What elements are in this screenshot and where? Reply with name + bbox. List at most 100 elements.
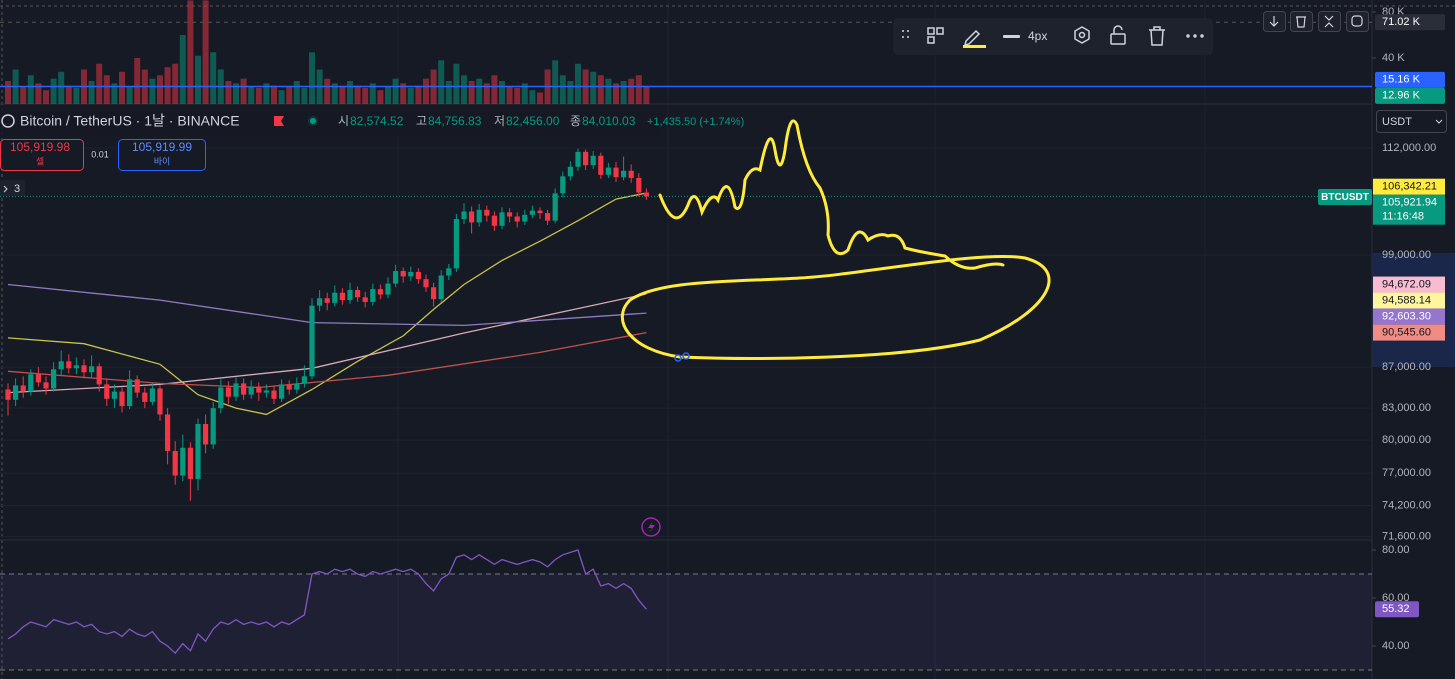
candle-body	[476, 209, 482, 223]
countdown: 11:16:48	[1382, 211, 1424, 223]
freehand-drawing[interactable]	[658, 119, 1005, 270]
change: +1,435.50 (+1.74%)	[647, 116, 744, 128]
volume-bar	[263, 83, 270, 104]
candle-body	[51, 369, 57, 389]
template-icon[interactable]	[927, 27, 935, 35]
volume-bar	[445, 80, 452, 104]
candle-body	[187, 447, 193, 479]
candle-body	[545, 213, 551, 221]
freehand-loop[interactable]	[620, 254, 1051, 360]
drawing-handle[interactable]	[682, 352, 690, 360]
candle-body	[111, 391, 117, 399]
ohlc-value: 82,574.52	[350, 114, 404, 128]
volume-bar	[20, 86, 27, 104]
remove-button[interactable]	[1290, 11, 1313, 32]
drawing-handle[interactable]	[674, 354, 682, 362]
y-tick-label: 80,000.00	[1382, 434, 1431, 446]
volume-bar	[643, 86, 650, 104]
volume-bar	[96, 63, 103, 104]
candle-body	[332, 292, 338, 303]
event-icon[interactable]	[641, 517, 661, 537]
candle-body	[438, 275, 444, 300]
volume-bar	[157, 75, 163, 104]
sell-price: 105,919.98	[10, 140, 70, 154]
more-dot[interactable]	[1186, 34, 1190, 38]
candle-body	[408, 271, 414, 277]
y-tick-label: 74,200.00	[1382, 499, 1431, 511]
settings-dot	[1078, 31, 1086, 39]
volume-bar	[377, 90, 384, 104]
width-label[interactable]: 4px	[1028, 29, 1047, 43]
candle-body	[355, 289, 361, 298]
volume-bar	[415, 85, 422, 104]
candle-body	[210, 408, 216, 445]
y-tick-label: 99,000.00	[1382, 249, 1431, 261]
collapse-button[interactable]	[1318, 11, 1341, 32]
volume-bar	[635, 75, 642, 104]
quantity[interactable]: 0.01	[91, 149, 109, 159]
candle-body	[20, 385, 26, 392]
drag-handle[interactable]	[902, 30, 909, 38]
candle-body	[294, 383, 300, 390]
candle-body	[142, 392, 148, 402]
trash-icon	[1296, 16, 1306, 28]
delete-icon[interactable]	[1149, 26, 1165, 46]
y-tick-label: 83,000.00	[1382, 402, 1431, 414]
candle-body	[104, 384, 110, 399]
candle-body	[28, 374, 34, 392]
indicators-toggle[interactable]	[0, 180, 25, 196]
candle-body	[180, 447, 186, 476]
ohlc-label: 종	[570, 114, 581, 128]
candle-body	[73, 365, 79, 369]
candle-body	[415, 271, 421, 280]
volume-bar	[385, 86, 391, 104]
volume-bar	[164, 67, 171, 104]
price-marker-label: 94,588.14	[1382, 294, 1431, 306]
candle-body	[370, 289, 376, 302]
ohlc-label: 저	[494, 114, 505, 128]
volume-bar	[65, 85, 72, 104]
candle-body	[613, 167, 619, 178]
candle-body	[134, 379, 140, 393]
volume-bar	[499, 80, 505, 104]
color-icon[interactable]	[963, 29, 981, 47]
price-marker	[1373, 178, 1445, 195]
color-swatch	[963, 45, 986, 48]
candle-body	[339, 292, 345, 301]
settings-icon[interactable]	[1074, 26, 1090, 44]
currency-select[interactable]	[1376, 110, 1447, 133]
header-bg	[0, 106, 660, 136]
candle-body	[286, 384, 292, 390]
volume-bar	[620, 80, 627, 104]
sell-button[interactable]	[0, 139, 84, 171]
volume-bar	[111, 83, 118, 104]
volume-bar	[293, 80, 300, 104]
buy-price: 105,919.99	[132, 140, 192, 154]
volume-bar	[35, 83, 42, 104]
candle-body	[324, 298, 330, 303]
volume-bar	[362, 87, 369, 104]
lock-icon[interactable]	[1110, 33, 1126, 45]
rsi-band	[0, 574, 1372, 671]
candle-body	[241, 383, 247, 395]
width-line[interactable]	[1003, 35, 1020, 38]
volume-bar	[506, 86, 513, 104]
volume-bar	[476, 78, 483, 104]
volume-bar	[628, 78, 635, 104]
indicators-count: 3	[14, 183, 20, 195]
volume-bar	[461, 75, 467, 104]
candle-body	[172, 451, 178, 476]
candle-body	[317, 298, 323, 306]
volume-marker-label: 15.16 K	[1382, 74, 1421, 86]
volume-bar	[286, 86, 293, 104]
buy-button[interactable]	[118, 139, 206, 171]
volume-marker	[1375, 14, 1445, 31]
marks	[0, 0, 1372, 671]
volume-marker	[1375, 87, 1445, 104]
currency[interactable]: USDT	[1382, 116, 1412, 128]
flag[interactable]	[274, 116, 284, 126]
candle-body	[362, 297, 368, 302]
refresh-button[interactable]	[1346, 11, 1369, 32]
price-marker-label: 94,672.09	[1382, 278, 1431, 290]
symbol[interactable]: Bitcoin / TetherUS · 1날 · BINANCE	[20, 113, 240, 129]
